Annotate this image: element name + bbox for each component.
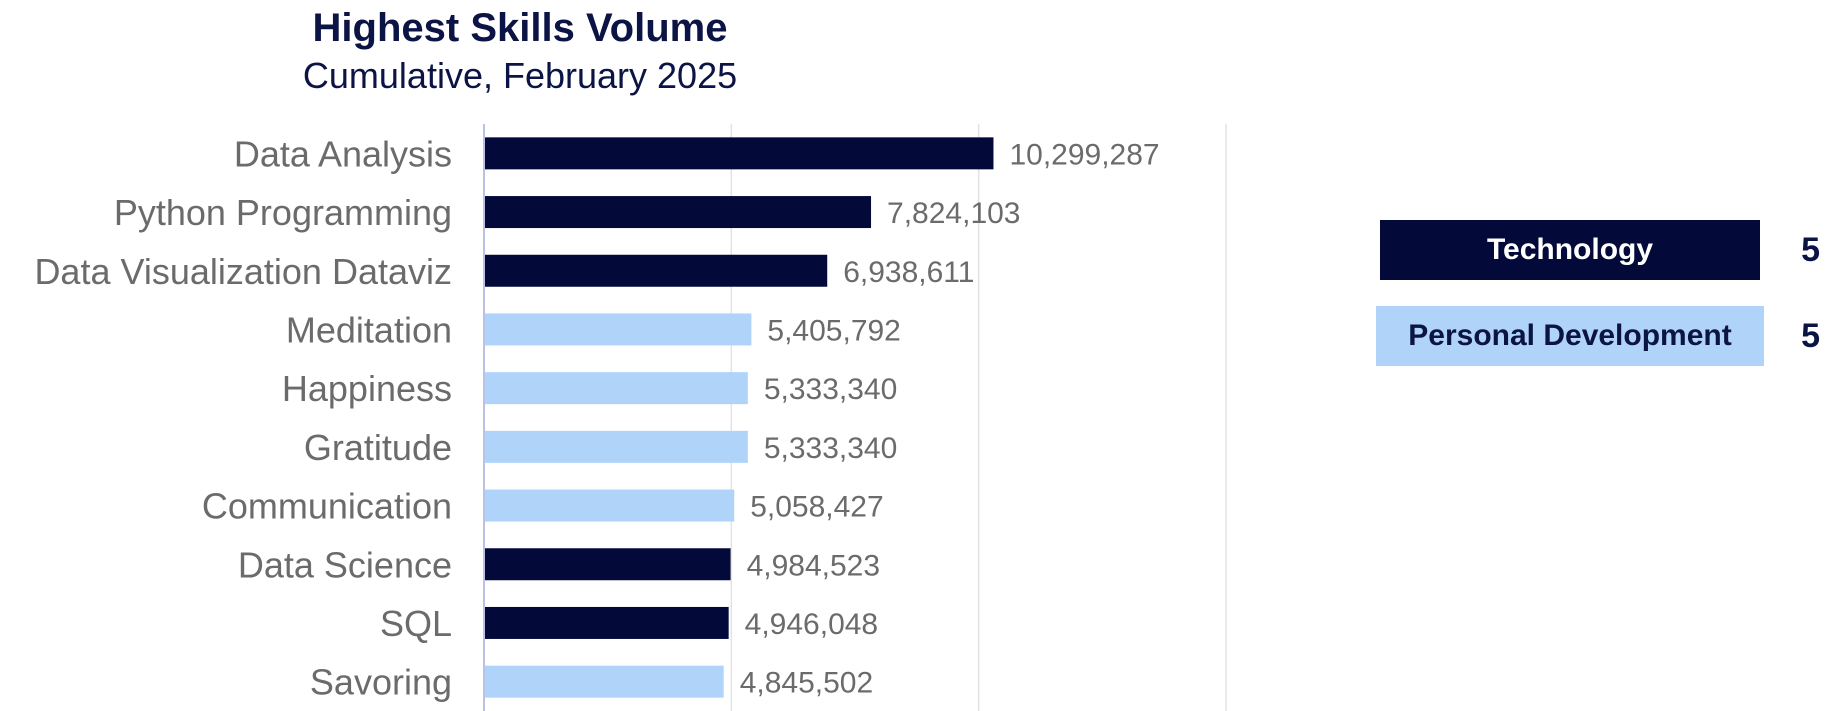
value-label: 5,333,340 bbox=[764, 373, 897, 406]
category-label: Data Visualization Dataviz bbox=[34, 251, 452, 292]
value-label: 5,058,427 bbox=[750, 491, 883, 524]
bar bbox=[485, 313, 752, 346]
bars bbox=[485, 137, 994, 698]
value-label: 5,333,340 bbox=[764, 432, 897, 465]
category-label: Data Science bbox=[238, 544, 452, 585]
chart-subtitle: Cumulative, February 2025 bbox=[302, 55, 738, 96]
value-label: 10,299,287 bbox=[1009, 138, 1159, 171]
category-label: Happiness bbox=[282, 368, 452, 409]
value-label: 6,938,611 bbox=[843, 256, 974, 289]
bar bbox=[485, 606, 729, 639]
value-labels: 10,299,287 7,824,103 6,938,611 5,405,792 5,3… bbox=[740, 138, 1160, 699]
value-label: 4,845,502 bbox=[740, 667, 873, 700]
category-label: SQL bbox=[380, 603, 452, 644]
bar bbox=[485, 489, 735, 522]
chart-title-block: Highest Skills Volume Cumulative, Februa… bbox=[300, 0, 740, 98]
category-label: Communication bbox=[202, 486, 452, 527]
legend-chip-personal-development: Personal Development bbox=[1376, 306, 1764, 366]
bar bbox=[485, 665, 724, 698]
legend-item-personal-development: Personal Development 5 bbox=[1376, 306, 1820, 366]
category-label: Python Programming bbox=[114, 192, 452, 233]
value-label: 4,946,048 bbox=[745, 608, 878, 641]
category-label: Gratitude bbox=[304, 427, 452, 468]
bar bbox=[485, 196, 872, 229]
bar bbox=[485, 137, 994, 170]
bar bbox=[485, 372, 748, 405]
legend-item-technology: Technology 5 bbox=[1380, 220, 1820, 280]
legend-count-personal-development: 5 bbox=[1801, 317, 1820, 355]
legend-chip-technology: Technology bbox=[1380, 220, 1760, 280]
bar bbox=[485, 548, 731, 581]
chart-title: Highest Skills Volume bbox=[312, 6, 728, 50]
bar bbox=[485, 254, 828, 287]
category-label: Data Analysis bbox=[234, 133, 452, 174]
value-label: 5,405,792 bbox=[767, 314, 900, 347]
bar bbox=[485, 430, 748, 463]
value-label: 4,984,523 bbox=[747, 549, 880, 582]
value-label: 7,824,103 bbox=[887, 197, 1020, 230]
legend-count-technology: 5 bbox=[1801, 231, 1820, 269]
category-labels: Data Analysis Python Programming Data Visu… bbox=[34, 133, 452, 702]
category-label: Meditation bbox=[286, 309, 452, 350]
category-label: Savoring bbox=[310, 662, 452, 703]
legend: Technology 5 Personal Development 5 bbox=[1376, 220, 1820, 392]
